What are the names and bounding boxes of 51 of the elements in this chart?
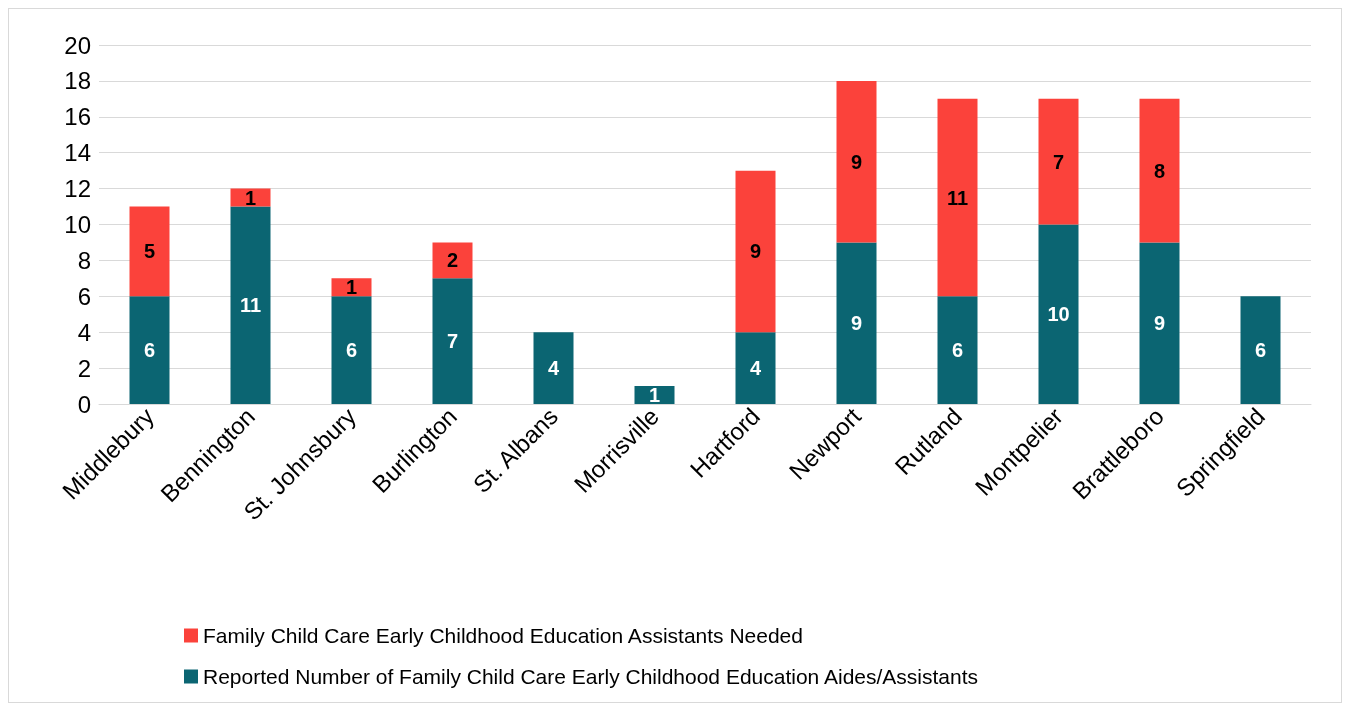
bar xyxy=(937,98,978,297)
y-tick-label: 4 xyxy=(77,318,91,346)
data-label: 11 xyxy=(946,186,969,209)
data-label: 1 xyxy=(648,384,661,407)
bar xyxy=(836,242,877,404)
bar xyxy=(937,296,978,404)
data-label: 9 xyxy=(850,312,863,335)
data-label: 4 xyxy=(749,357,762,380)
bar xyxy=(432,278,473,404)
data-label: 6 xyxy=(143,339,156,362)
data-label: 4 xyxy=(547,357,560,380)
data-label: 6 xyxy=(951,339,964,362)
data-label: 7 xyxy=(446,330,459,353)
bar xyxy=(1139,98,1180,243)
bar xyxy=(836,80,877,243)
data-label: 5 xyxy=(143,240,156,263)
bar xyxy=(432,242,473,279)
data-label: 9 xyxy=(749,240,762,263)
data-label: 10 xyxy=(1047,303,1070,326)
y-tick-label: 10 xyxy=(64,211,91,238)
bar xyxy=(1038,98,1079,225)
bar xyxy=(230,206,271,404)
y-tick-label: 20 xyxy=(64,31,91,59)
data-label: 9 xyxy=(1153,312,1166,335)
bar xyxy=(129,296,170,404)
legend-label: Reported Number of Family Child Care Early Childhood Education Aides/Assistants xyxy=(203,665,979,688)
y-tick-label: 2 xyxy=(77,354,91,382)
bar xyxy=(735,332,776,404)
data-label: 1 xyxy=(345,276,358,299)
bar xyxy=(735,170,776,333)
data-label: 6 xyxy=(1254,339,1267,362)
y-tick-label: 14 xyxy=(64,139,91,167)
bar xyxy=(1139,242,1180,404)
y-tick-label: 18 xyxy=(64,67,91,95)
data-label: 9 xyxy=(850,150,863,173)
data-label: 2 xyxy=(446,249,459,272)
y-tick-label: 8 xyxy=(77,246,91,274)
data-label: 6 xyxy=(345,339,358,362)
data-label: 1 xyxy=(244,186,257,209)
data-label: 8 xyxy=(1153,159,1166,182)
data-label: 11 xyxy=(239,294,262,317)
bar xyxy=(129,206,170,297)
bar xyxy=(331,296,372,404)
y-tick-label: 16 xyxy=(64,103,91,131)
data-label: 7 xyxy=(1052,150,1065,173)
bar xyxy=(1240,296,1281,404)
y-tick-label: 12 xyxy=(64,175,91,203)
legend-label: Family Child Care Early Childhood Education Assistants Needed xyxy=(203,624,803,647)
bar xyxy=(1038,224,1079,404)
bar xyxy=(533,332,574,404)
y-tick-label: 6 xyxy=(77,282,91,310)
